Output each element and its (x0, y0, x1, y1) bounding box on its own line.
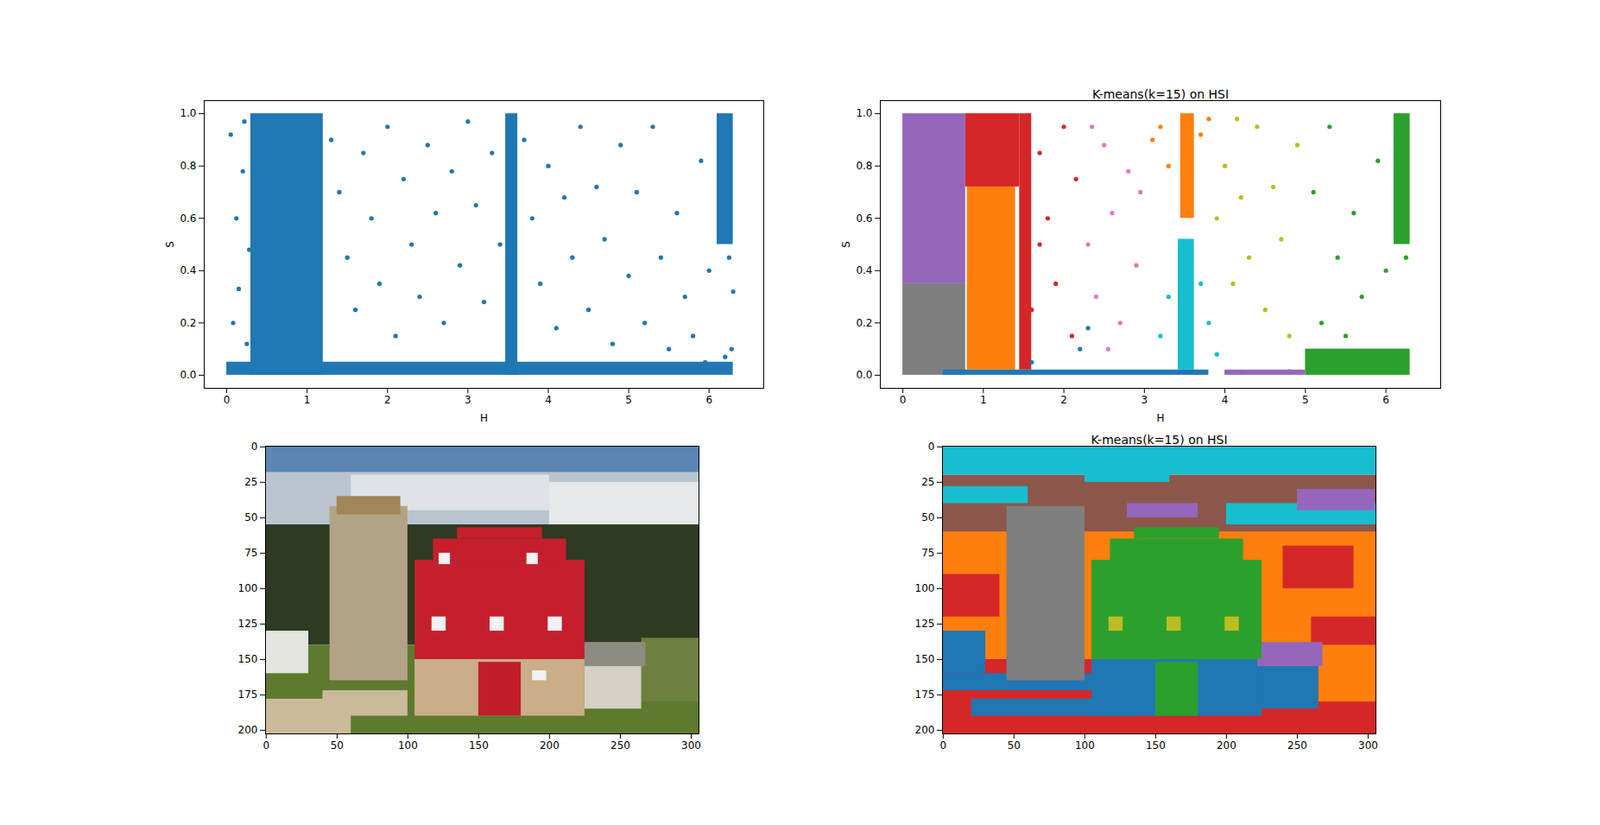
svg-text:100: 100 (915, 581, 936, 595)
svg-text:75: 75 (921, 546, 935, 559)
svg-text:S: S (164, 240, 177, 248)
svg-text:4: 4 (1221, 393, 1229, 406)
svg-text:175: 175 (915, 688, 936, 701)
svg-text:0.4: 0.4 (855, 264, 873, 277)
svg-text:K-means(k=15) on HSI: K-means(k=15) on HSI (1092, 87, 1229, 102)
svg-text:0.8: 0.8 (855, 159, 873, 172)
svg-text:200: 200 (238, 723, 259, 736)
svg-text:150: 150 (915, 652, 936, 665)
svg-text:50: 50 (244, 511, 258, 524)
svg-text:0.8: 0.8 (179, 159, 197, 172)
svg-text:200: 200 (915, 723, 936, 736)
svg-text:250: 250 (610, 739, 631, 752)
svg-text:0: 0 (223, 393, 231, 406)
svg-text:0: 0 (928, 440, 936, 453)
svg-text:250: 250 (1287, 739, 1308, 752)
svg-text:3: 3 (464, 393, 472, 406)
svg-text:0: 0 (262, 739, 270, 752)
svg-text:100: 100 (398, 739, 418, 752)
svg-text:H: H (1156, 411, 1164, 424)
svg-text:25: 25 (921, 475, 935, 488)
svg-text:K-means(k=15) on HSI: K-means(k=15) on HSI (1090, 432, 1227, 447)
svg-text:1: 1 (303, 393, 311, 406)
svg-text:1: 1 (980, 393, 987, 406)
svg-text:125: 125 (915, 617, 936, 630)
svg-text:6: 6 (1382, 393, 1390, 406)
svg-text:50: 50 (330, 739, 344, 752)
svg-text:0: 0 (899, 393, 907, 406)
svg-text:1.0: 1.0 (179, 107, 197, 120)
svg-text:0: 0 (940, 739, 948, 752)
svg-text:S: S (840, 240, 853, 248)
svg-text:4: 4 (544, 393, 552, 406)
svg-text:5: 5 (625, 393, 633, 406)
svg-text:0.0: 0.0 (855, 368, 873, 381)
svg-text:125: 125 (238, 617, 259, 630)
svg-text:3: 3 (1141, 393, 1149, 406)
svg-text:0.2: 0.2 (179, 316, 197, 329)
svg-text:150: 150 (1145, 739, 1166, 752)
svg-text:300: 300 (681, 739, 702, 752)
svg-text:25: 25 (244, 475, 258, 488)
svg-text:0: 0 (251, 440, 259, 453)
svg-text:0.4: 0.4 (179, 264, 197, 277)
svg-text:200: 200 (539, 739, 560, 752)
svg-text:300: 300 (1358, 739, 1379, 752)
svg-text:6: 6 (705, 393, 713, 406)
svg-text:50: 50 (921, 511, 935, 524)
svg-text:0.6: 0.6 (855, 212, 873, 225)
svg-text:200: 200 (1216, 739, 1237, 752)
svg-text:150: 150 (468, 739, 489, 752)
svg-text:75: 75 (244, 546, 258, 559)
svg-text:1.0: 1.0 (855, 107, 873, 120)
svg-text:0.6: 0.6 (179, 212, 197, 225)
svg-text:2: 2 (384, 393, 392, 406)
svg-text:5: 5 (1302, 393, 1310, 406)
svg-text:150: 150 (238, 652, 259, 665)
svg-text:0.0: 0.0 (179, 368, 197, 381)
svg-text:100: 100 (1075, 739, 1095, 752)
svg-text:2: 2 (1060, 393, 1068, 406)
svg-text:50: 50 (1007, 739, 1021, 752)
svg-text:0.2: 0.2 (855, 316, 873, 329)
svg-text:100: 100 (238, 581, 259, 595)
svg-text:175: 175 (238, 688, 259, 701)
svg-text:H: H (480, 411, 488, 424)
